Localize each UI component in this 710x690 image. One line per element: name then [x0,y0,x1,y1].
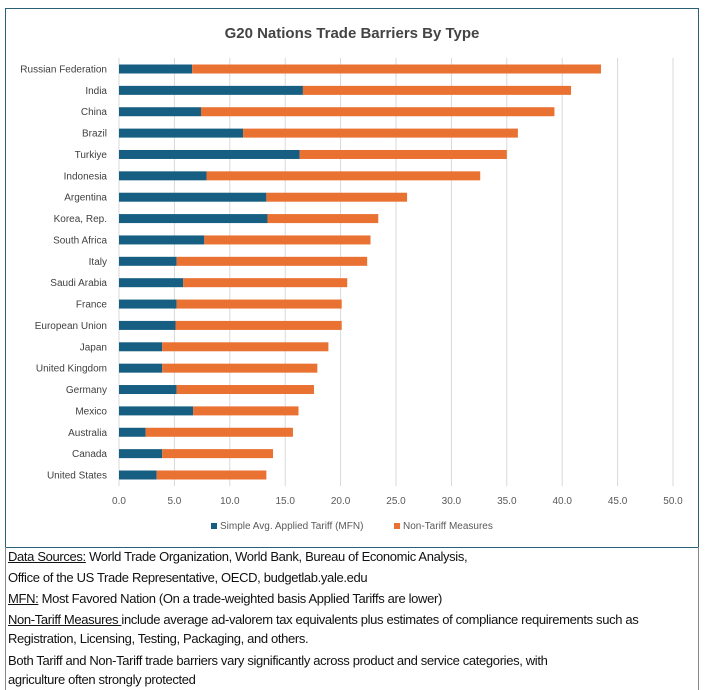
stacked-bar-chart: G20 Nations Trade Barriers By Type Russi… [20,25,683,532]
tariff-bar [119,192,267,202]
x-tick-label: 10.0 [220,496,240,507]
tariff-bar [119,427,146,437]
x-tick-label: 25.0 [386,496,406,507]
tariff-bar [119,449,163,459]
non-tariff-bar [200,107,555,117]
non-tariff-bar [175,320,342,330]
mfn-label: MFN: [8,591,39,606]
x-tick-label: 45.0 [608,496,628,507]
x-tick-label: 20.0 [331,496,351,507]
x-tick-label: 5.0 [167,496,181,507]
non-tariff-bar [267,214,379,224]
sources-text: World Trade Organization, World Bank, Bu… [85,549,468,564]
tariff-bar [119,128,244,138]
tariff-bar [119,363,163,373]
tariff-bar [119,64,193,74]
non-tariff-bar [176,256,368,266]
non-tariff-bar [162,342,329,352]
tariff-bar [119,470,157,480]
chart-frame: G20 Nations Trade Barriers By Type Russi… [5,8,699,548]
y-category-label: Mexico [75,406,107,417]
tariff-bar [119,149,300,159]
non-tariff-bar [266,192,408,202]
notes-panel: Data Sources: World Trade Organization, … [5,547,699,690]
non-tariff-bar [192,64,601,74]
chart-title: G20 Nations Trade Barriers By Type [225,25,480,42]
y-category-label: Korea, Rep. [54,214,107,225]
mfn-note: MFN: Most Favored Nation (On a trade-wei… [8,591,442,606]
tariff-bar [119,85,303,95]
non-tariff-bar [162,363,318,373]
x-tick-label: 15.0 [275,496,295,507]
sources-note-1: Data Sources: World Trade Organization, … [8,549,468,564]
non-tariff-bar [243,128,518,138]
y-category-label: United States [47,471,107,482]
both-note-1: Both Tariff and Non-Tariff trade barrier… [8,653,548,668]
y-category-label: European Union [35,321,107,332]
ntm-label: Non-Tariff Measures [8,612,122,627]
non-tariff-bar [302,85,572,95]
tariff-bar [119,299,177,309]
y-category-label: United Kingdom [36,364,107,375]
ntm-note-2: Registration, Licensing, Testing, Packag… [8,631,309,646]
y-category-label: Brazil [82,129,107,140]
legend-label: Non-Tariff Measures [403,521,493,532]
tariff-bar [119,342,163,352]
x-tick-label: 0.0 [112,496,126,507]
tariff-bar [119,256,177,266]
both-note-2: agriculture often strongly protected [8,672,196,687]
y-category-label: Australia [68,428,107,439]
y-category-label: Canada [72,449,107,460]
y-category-label: South Africa [53,235,107,246]
tariff-bar [119,406,194,416]
non-tariff-bar [176,299,342,309]
y-category-label: France [76,300,108,311]
tariff-bar [119,278,184,288]
sources-note-2: Office of the US Trade Representative, O… [8,570,368,585]
legend-swatch [211,523,217,529]
non-tariff-bar [206,171,481,181]
non-tariff-bar [299,149,507,159]
x-tick-label: 35.0 [497,496,517,507]
non-tariff-bar [162,449,274,459]
non-tariff-bar [193,406,299,416]
non-tariff-bar [176,385,315,395]
mfn-text: Most Favored Nation (On a trade-weighted… [38,591,443,606]
y-category-label: China [81,107,108,118]
y-category-label: Argentina [64,193,107,204]
y-category-label: Italy [89,257,107,268]
tariff-bar [119,214,268,224]
y-category-label: Russian Federation [20,65,107,76]
non-tariff-bar [156,470,267,480]
non-tariff-bar [183,278,348,288]
tariff-bar [119,385,177,395]
x-tick-label: 40.0 [552,496,572,507]
legend-swatch [394,523,400,529]
x-tick-label: 50.0 [663,496,683,507]
tariff-bar [119,107,201,117]
y-category-label: India [85,86,107,97]
y-category-label: Germany [66,385,107,396]
y-category-label: Saudi Arabia [50,278,107,289]
tariff-bar [119,171,207,181]
non-tariff-bar [145,427,293,437]
y-category-label: Indonesia [64,171,108,182]
legend-label: Simple Avg. Applied Tariff (MFN) [220,521,363,532]
y-category-label: Japan [80,342,107,353]
tariff-bar [119,235,205,245]
ntm-text: include average ad-valorem tax equivalen… [121,612,639,627]
x-tick-label: 30.0 [442,496,462,507]
sources-label: Data Sources: [8,549,86,564]
tariff-bar [119,320,176,330]
ntm-note-1: Non-Tariff Measures include average ad-v… [8,612,639,627]
non-tariff-bar [204,235,371,245]
y-category-label: Turkiye [75,150,108,161]
